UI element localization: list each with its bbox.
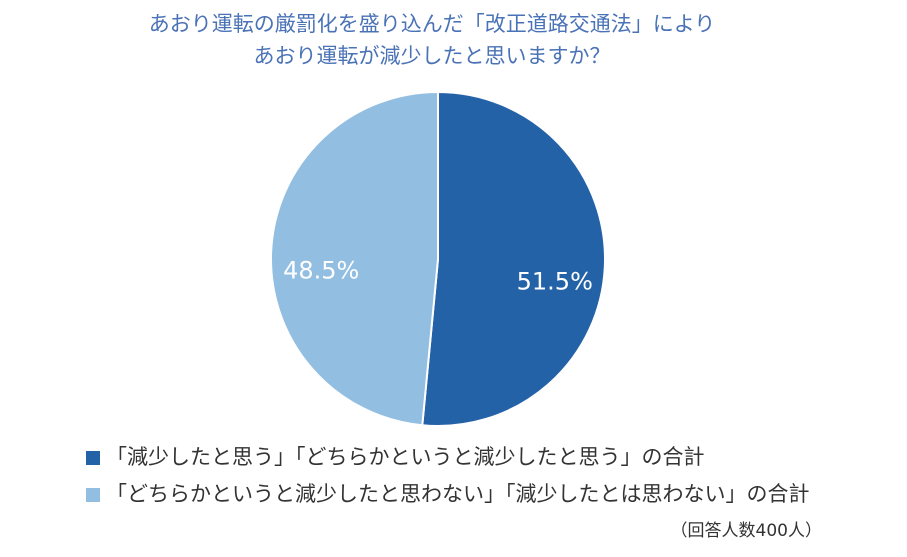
legend-label: 「減少したと思う」「どちらかというと減少したと思う」の合計 xyxy=(106,445,705,469)
legend-label: 「どちらかというと減少したと思わない」「減少したとは思わない」の合計 xyxy=(106,482,810,506)
pie-slice xyxy=(421,90,606,427)
legend-swatch xyxy=(86,451,100,465)
note: （回答人数400人） xyxy=(671,521,822,541)
chart-title: あおり運転が減少したと思いますか？ xyxy=(254,44,611,68)
pie-slice xyxy=(270,90,439,427)
slice-label: 51.5% xyxy=(517,268,593,296)
slice-label: 48.5% xyxy=(283,256,359,284)
legend-swatch xyxy=(86,488,100,502)
chart-title: あおり運転の厳罰化を盛り込んだ「改正道路交通法」により xyxy=(149,12,716,36)
